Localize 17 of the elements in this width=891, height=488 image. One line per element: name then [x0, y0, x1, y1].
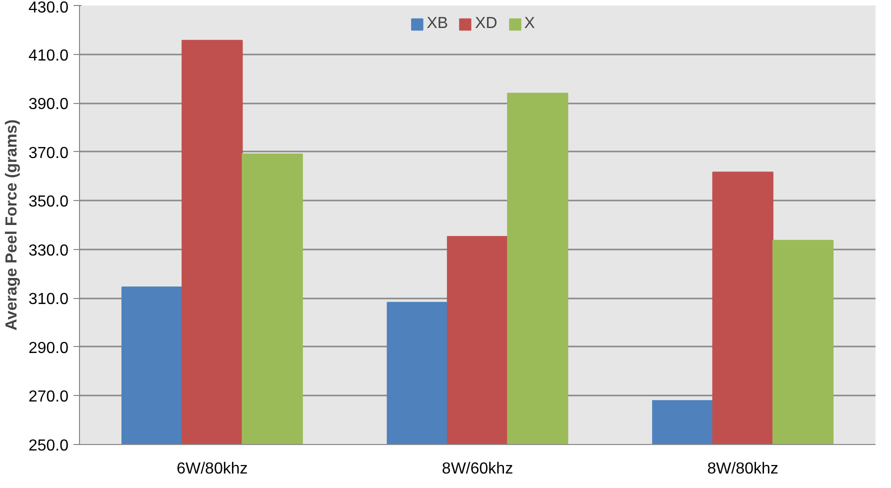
y-tick-label: 270.0	[28, 388, 69, 406]
y-tick-label: 330.0	[28, 242, 69, 260]
y-tick-label: 390.0	[28, 96, 69, 114]
legend-label: XB	[426, 15, 448, 33]
y-tick-label: 350.0	[28, 194, 69, 211]
y-tick-label: 370.0	[28, 144, 69, 162]
x-tick-label: 8W/60khz	[442, 460, 514, 478]
x-tick-label: 6W/80khz	[176, 460, 248, 478]
y-tick-label: 290.0	[28, 340, 69, 357]
y-tick-label: 410.0	[28, 47, 69, 64]
y-tick-label: 250.0	[28, 438, 69, 454]
y-tick-label: 310.0	[28, 291, 69, 308]
y-axis-title: Average Peel Force (grams)	[3, 119, 20, 331]
x-tick-label: 8W/80khz	[707, 460, 778, 478]
legend-label: X	[524, 15, 536, 33]
legend-label: XD	[475, 15, 498, 33]
y-tick-label: 430.0	[28, 0, 69, 16]
